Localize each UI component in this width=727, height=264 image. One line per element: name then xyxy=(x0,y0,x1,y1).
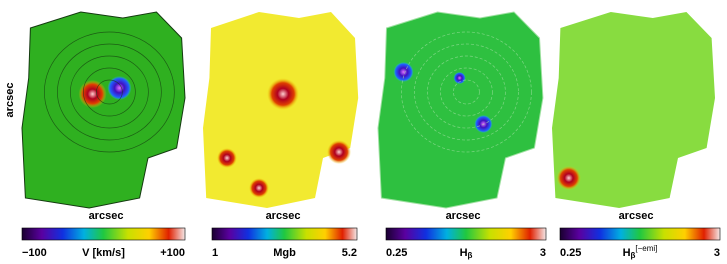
x-axis-label: arcsec xyxy=(619,210,654,222)
colorbar-max: 3 xyxy=(540,247,546,259)
x-axis-label: arcsec xyxy=(446,210,481,222)
colorbar xyxy=(211,227,358,241)
map-feature xyxy=(267,78,299,110)
colorbar-label: Hβ[−emi] xyxy=(623,244,658,260)
contour xyxy=(401,31,532,153)
x-axis-label: arcsec xyxy=(266,210,301,222)
colorbar-max: 5.2 xyxy=(342,247,357,259)
colorbar-max: 3 xyxy=(714,247,720,259)
contour xyxy=(57,43,162,141)
map xyxy=(21,11,186,209)
map-feature xyxy=(474,115,493,133)
panel: arcsec 1 5.2 Mgb xyxy=(203,12,359,259)
contour xyxy=(440,67,493,117)
panel: arcsec 0.25 3 Hβ[−emi] xyxy=(552,12,721,260)
panel: arcsec 0.25 3 Hβ xyxy=(377,11,547,260)
y-axis-label: arcsec xyxy=(4,83,16,118)
contour xyxy=(70,55,149,129)
colorbar-min: 0.25 xyxy=(386,247,407,259)
colorbar-min: −100 xyxy=(22,247,47,259)
label-main: V [km/s] xyxy=(82,247,125,259)
label-sup: [−emi] xyxy=(635,244,657,253)
colorbar xyxy=(21,227,186,241)
map-feature xyxy=(78,80,107,108)
colorbar-label: V [km/s] xyxy=(82,247,125,259)
label-sub: β xyxy=(631,251,636,260)
colorbar-min: 0.25 xyxy=(560,247,581,259)
colorbar xyxy=(385,227,547,241)
label-main: H xyxy=(460,247,468,259)
map-feature xyxy=(217,148,237,168)
label-sub: β xyxy=(468,251,473,260)
contour xyxy=(427,55,506,129)
map xyxy=(552,12,715,208)
panel: arcsec −100 +100 V [km/s] xyxy=(21,11,186,259)
contour xyxy=(414,43,519,141)
map-feature xyxy=(327,140,351,164)
map xyxy=(377,11,544,209)
contour xyxy=(83,67,136,117)
map-feature xyxy=(249,178,269,198)
colorbar-min: 1 xyxy=(212,247,218,259)
colorbar-label: Hβ xyxy=(460,247,473,260)
colorbar-label: Mgb xyxy=(273,247,296,259)
map-feature xyxy=(453,72,466,84)
contour xyxy=(44,31,175,153)
map-feature xyxy=(107,76,132,100)
map-feature xyxy=(393,62,414,82)
contour xyxy=(96,79,123,105)
map-feature xyxy=(556,166,581,190)
map xyxy=(203,12,359,208)
colorbar xyxy=(559,227,721,241)
label-main: H xyxy=(623,247,631,259)
colorbar-max: +100 xyxy=(160,247,185,259)
x-axis-label: arcsec xyxy=(89,210,124,222)
contour xyxy=(453,79,480,105)
label-main: Mgb xyxy=(273,247,296,259)
